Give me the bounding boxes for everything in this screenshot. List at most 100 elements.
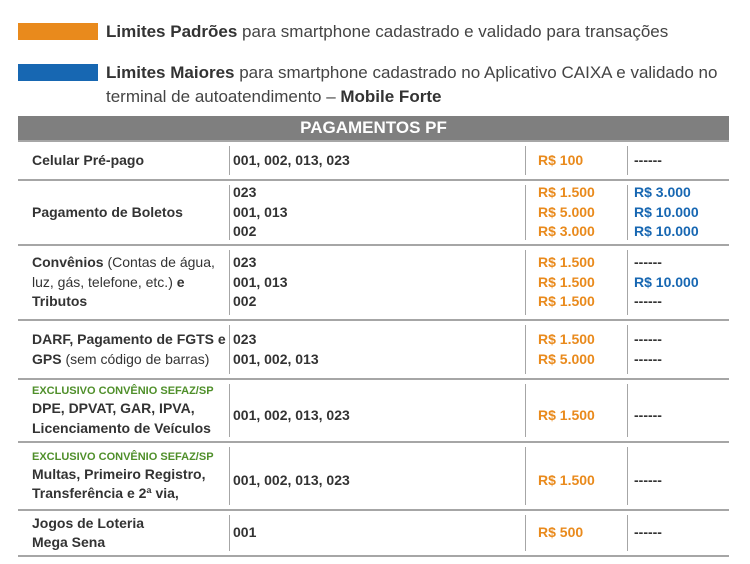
transaction-codes-value: 023 bbox=[233, 254, 257, 271]
table-title: PAGAMENTOS PF bbox=[18, 116, 729, 140]
transaction-codes: 023 001, 002, 013 bbox=[233, 321, 523, 378]
higher-limit-value: R$ 3.000 bbox=[634, 184, 691, 201]
standard-limit-value: R$ 1.500 bbox=[538, 254, 595, 271]
table-row: Convênios (Contas de água, luz, gás, tele… bbox=[18, 246, 729, 321]
standard-limit-value: R$ 500 bbox=[538, 524, 584, 541]
higher-limit-value: R$ 10.000 bbox=[634, 223, 699, 240]
higher-limit-value: R$ 10.000 bbox=[634, 203, 699, 220]
transaction-codes-value: 023 bbox=[233, 331, 257, 347]
column-divider bbox=[229, 250, 230, 315]
table-row: Jogos de Loteria Mega Sena 001 R$ 500 ------ bbox=[18, 511, 729, 557]
transaction-codes: 001, 002, 013, 023 bbox=[233, 443, 523, 509]
row-name-line: DPE, DPVAT, GAR, IPVA, bbox=[32, 399, 232, 419]
row-name: Jogos de Loteria Mega Sena bbox=[32, 511, 232, 555]
column-divider bbox=[627, 325, 628, 374]
standard-limit: R$ 1.500 bbox=[538, 443, 628, 509]
legend-higher-desc: para smartphone cadastrado no Aplicativo… bbox=[106, 63, 718, 106]
transaction-codes: 001, 002, 013, 023 bbox=[233, 142, 523, 179]
transaction-codes-value: 001 bbox=[233, 524, 257, 541]
higher-limit: ------ bbox=[634, 142, 724, 179]
standard-limit-value: R$ 5.000 bbox=[538, 350, 595, 367]
row-name-line: luz, gás, telefone, etc.) e bbox=[32, 273, 232, 293]
column-divider bbox=[525, 146, 526, 175]
row-name-text: (sem código de barras) bbox=[61, 350, 210, 367]
legend-mobile-forte: Mobile Forte bbox=[340, 87, 442, 106]
row-name-line: Tributos bbox=[32, 292, 232, 312]
row-name-text: e bbox=[176, 273, 185, 290]
higher-limit-value: ------ bbox=[634, 331, 662, 347]
higher-limit-value: ------ bbox=[634, 151, 662, 168]
higher-limit: ------ bbox=[634, 443, 724, 509]
row-name: DARF, Pagamento de FGTS e GPS (sem código… bbox=[32, 321, 232, 378]
column-divider bbox=[229, 146, 230, 175]
exclusive-tag: EXCLUSIVO CONVÊNIO SEFAZ/SP bbox=[32, 385, 214, 397]
higher-limit-value: R$ 10.000 bbox=[634, 273, 699, 290]
table-body: Celular Pré-pago 001, 002, 013, 023 R$ 100… bbox=[18, 140, 729, 557]
row-name-line: Celular Pré-pago bbox=[32, 151, 232, 171]
table-row: EXCLUSIVO CONVÊNIO SEFAZ/SP Multas, Prime… bbox=[18, 443, 729, 511]
transaction-codes-value: 001, 002, 013 bbox=[233, 350, 319, 367]
standard-limit-value: R$ 1.500 bbox=[538, 406, 595, 423]
row-name-text: Celular Pré-pago bbox=[32, 151, 145, 168]
row-name-text: Tributos bbox=[32, 293, 88, 310]
standard-limit-value: R$ 1.500 bbox=[538, 293, 595, 310]
row-name-text: Pagamento de Boletos bbox=[32, 203, 183, 220]
legend-standard-desc: para smartphone cadastrado e validado pa… bbox=[237, 22, 669, 41]
transaction-codes: 001, 002, 013, 023 bbox=[233, 380, 523, 441]
row-name-line: Jogos de Loteria bbox=[32, 514, 232, 534]
row-name-text: Transferência e 2ª via, bbox=[32, 485, 179, 501]
higher-limit: ------ bbox=[634, 511, 724, 555]
column-divider bbox=[229, 515, 230, 551]
transaction-codes-value: 001, 002, 013, 023 bbox=[233, 151, 350, 168]
higher-limit: ------ R$ 10.000 ------ bbox=[634, 246, 724, 319]
row-name-text: Mega Sena bbox=[32, 534, 106, 550]
standard-limit-value: R$ 5.000 bbox=[538, 203, 595, 220]
row-name-text: Multas, Primeiro Registro, bbox=[32, 465, 206, 482]
row-name-text: DPE, DPVAT, GAR, IPVA, bbox=[32, 400, 195, 416]
transaction-codes: 023 001, 013 002 bbox=[233, 246, 523, 319]
table-row: EXCLUSIVO CONVÊNIO SEFAZ/SP DPE, DPVAT, G… bbox=[18, 380, 729, 443]
table-row: Pagamento de Boletos 023 001, 013 002 R$ 1.5… bbox=[18, 181, 729, 246]
standard-limit-value: R$ 1.500 bbox=[538, 184, 595, 201]
row-name-line: Multas, Primeiro Registro, bbox=[32, 465, 232, 485]
row-name: Convênios (Contas de água, luz, gás, tele… bbox=[32, 246, 232, 319]
standard-limit: R$ 1.500 R$ 1.500 R$ 1.500 bbox=[538, 246, 628, 319]
standard-limit: R$ 1.500 bbox=[538, 380, 628, 441]
standard-limit: R$ 500 bbox=[538, 511, 628, 555]
column-divider bbox=[627, 146, 628, 175]
column-divider bbox=[627, 384, 628, 437]
blue-swatch bbox=[18, 64, 98, 81]
transaction-codes-value: 001, 002, 013, 023 bbox=[233, 406, 350, 423]
higher-limit: ------ ------ bbox=[634, 321, 724, 378]
row-name-line: DARF, Pagamento de FGTS e bbox=[32, 330, 232, 350]
row-name-line: Transferência e 2ª via, bbox=[32, 484, 232, 504]
column-divider bbox=[229, 325, 230, 374]
transaction-codes-value: 023 bbox=[233, 184, 257, 201]
row-name-line: GPS (sem código de barras) bbox=[32, 350, 232, 370]
column-divider bbox=[229, 447, 230, 505]
row-name-text: GPS bbox=[32, 350, 62, 367]
row-name-line: Licenciamento de Veículos bbox=[32, 419, 232, 439]
higher-limit-value: ------ bbox=[634, 406, 662, 423]
column-divider bbox=[525, 515, 526, 551]
column-divider bbox=[525, 185, 526, 240]
legend-higher-title: Limites Maiores bbox=[106, 63, 235, 82]
row-name-line: Pagamento de Boletos bbox=[32, 203, 232, 223]
higher-limit-value: ------ bbox=[634, 254, 662, 271]
standard-limit: R$ 100 bbox=[538, 142, 628, 179]
row-name-line: Mega Sena bbox=[32, 533, 232, 553]
standard-limit-value: R$ 1.500 bbox=[538, 472, 595, 489]
standard-limit: R$ 1.500 R$ 5.000 bbox=[538, 321, 628, 378]
column-divider bbox=[229, 384, 230, 437]
higher-limit-value: ------ bbox=[634, 524, 662, 541]
row-name-text: Jogos de Loteria bbox=[32, 514, 145, 531]
higher-limit: ------ bbox=[634, 380, 724, 441]
table-row: Celular Pré-pago 001, 002, 013, 023 R$ 100… bbox=[18, 140, 729, 181]
standard-limit-value: R$ 1.500 bbox=[538, 331, 595, 347]
row-name: EXCLUSIVO CONVÊNIO SEFAZ/SP DPE, DPVAT, G… bbox=[32, 380, 232, 441]
higher-limit-value: ------ bbox=[634, 293, 662, 310]
standard-limit: R$ 1.500 R$ 5.000 R$ 3.000 bbox=[538, 181, 628, 244]
row-name-text: (Contas de água, bbox=[103, 254, 215, 271]
column-divider bbox=[525, 447, 526, 505]
transaction-codes-value: 001, 002, 013, 023 bbox=[233, 472, 350, 489]
